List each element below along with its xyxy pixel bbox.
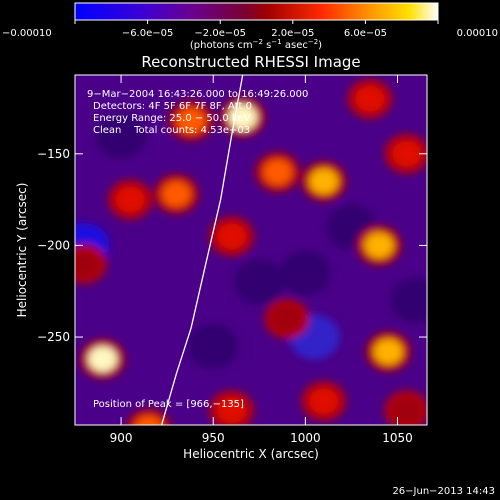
chart-title: Reconstructed RHESSI Image — [141, 53, 360, 71]
heatmap-hot-spot — [364, 232, 394, 259]
annotation-clean: Clean Total counts: 4.53e+03 — [93, 125, 250, 136]
colorbar-tick-label: −0.00010 — [2, 28, 52, 39]
colorbar-tick-label: 6.0e−05 — [344, 28, 387, 39]
annotation-time: 9−Mar−2004 16:43:26.000 to 16:49:26.000 — [87, 89, 308, 100]
colorbar-tick-label: −2.0e−05 — [194, 28, 246, 39]
heatmap-hot-spot — [392, 397, 422, 424]
y-tick-label: −150 — [37, 147, 70, 161]
heatmap-hot-spot — [263, 159, 293, 185]
colorbar-tick-label: 2.0e−05 — [271, 28, 314, 39]
heatmap-hot-spot — [217, 223, 247, 250]
y-axis-label: Heliocentric Y (arcsec) — [15, 183, 29, 318]
colorbar-ticks: −0.00010 −6.0e−05 −2.0e−05 2.0e−05 6.0e−05 0.… — [2, 20, 498, 39]
heatmap-hot-spot — [134, 415, 163, 425]
annotation-energy: Energy Range: 25.0 − 50.0 keV — [93, 113, 250, 124]
colorbar — [74, 2, 439, 21]
solar-limb-curve — [160, 75, 244, 425]
heatmap-hot-spot — [217, 397, 247, 424]
x-tick-label: 1000 — [290, 431, 321, 445]
heatmap-hot-spot — [88, 346, 118, 372]
heatmap-hot-spot — [355, 86, 385, 112]
y-tick-label: −200 — [37, 238, 70, 252]
heatmap-area — [75, 75, 427, 425]
heatmap-hot-spot — [309, 388, 339, 414]
x-tick-label: 900 — [110, 431, 133, 445]
heatmap-cold-spot — [390, 277, 427, 323]
peak-position-label: Position of Peak = [966,−135] — [93, 399, 244, 410]
heatmap-hot-spot — [373, 338, 403, 365]
annotation-detectors: Detectors: 4F 5F 6F 7F 8F, Att 0 — [93, 101, 252, 112]
heatmap-hot-spot — [176, 108, 206, 134]
heatmap-hot-spot — [309, 168, 339, 195]
x-tick-label: 950 — [202, 431, 225, 445]
x-axis-label: Heliocentric X (arcsec) — [183, 447, 319, 461]
colorbar-unit: (photons cm−2 s−1 asec−2) — [190, 38, 322, 51]
y-tick-label: −250 — [37, 330, 70, 344]
generation-timestamp: 26−Jun−2013 14:43 — [392, 486, 495, 497]
axes: 900 950 1000 1050 −250 −200 −150 — [37, 75, 427, 445]
heatmap-hot-spot — [161, 181, 191, 207]
heatmap-hot-spot — [272, 305, 302, 332]
heatmap-cold-spot — [188, 323, 239, 369]
heatmap-hot-spot — [75, 250, 99, 277]
heatmap-hot-spot — [115, 186, 145, 213]
x-tick-label: 1050 — [382, 431, 413, 445]
heatmap-cold-spot — [280, 250, 331, 296]
heatmap-cold-spot — [234, 259, 285, 305]
plot-frame — [74, 74, 428, 426]
colorbar-tick-label: 0.00010 — [457, 28, 498, 39]
heatmap-cold-spot — [95, 113, 147, 158]
heatmap-hot-spot — [392, 140, 422, 167]
colorbar-tick-label: −6.0e−05 — [122, 28, 174, 39]
